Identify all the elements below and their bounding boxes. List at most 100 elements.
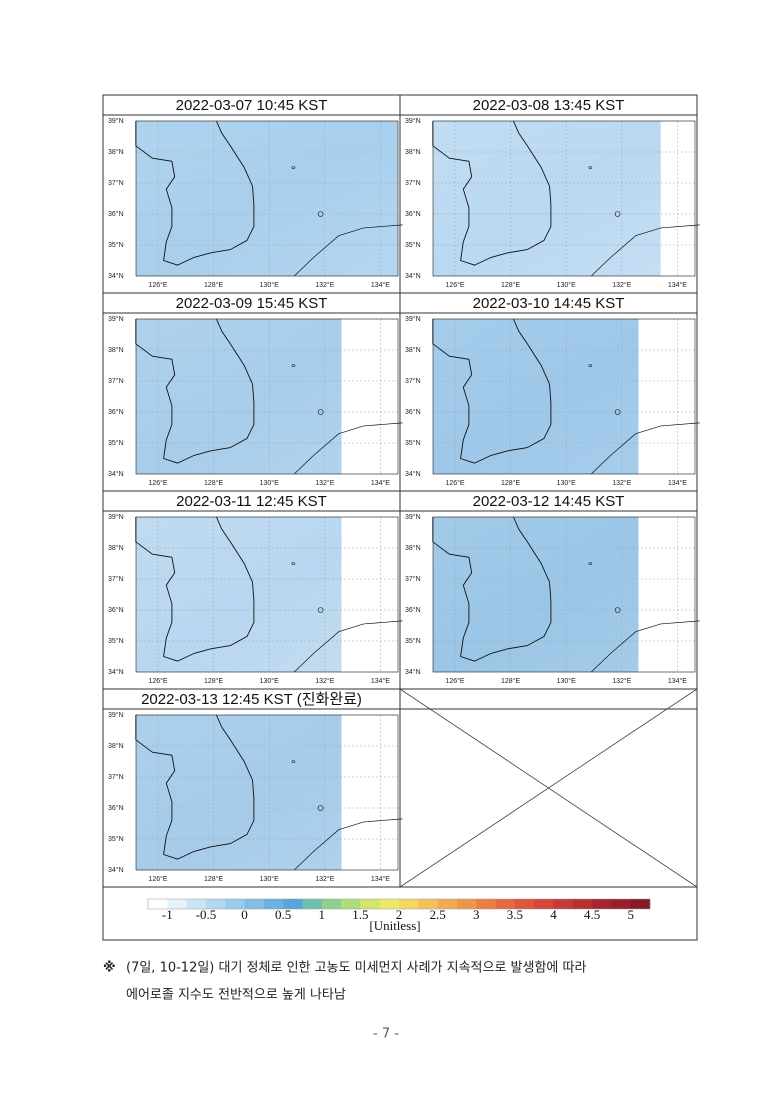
lon-label: 132°E	[612, 677, 631, 685]
colorbar-tick-label: -1	[162, 907, 173, 922]
lon-label: 130°E	[260, 677, 279, 685]
lat-label: 39°N	[108, 711, 124, 719]
lat-label: 34°N	[108, 866, 124, 874]
colorbar-tick-label: 4.5	[584, 907, 600, 922]
lon-label: 128°E	[204, 479, 223, 487]
colorbar-tick-label: 0.5	[275, 907, 291, 922]
colorbar-swatch	[572, 899, 593, 909]
lon-label: 132°E	[315, 875, 334, 883]
lat-label: 38°N	[405, 148, 421, 156]
colorbar-swatch	[263, 899, 284, 909]
lon-label: 128°E	[501, 281, 520, 289]
lat-label: 39°N	[405, 513, 421, 521]
colorbar-swatch	[495, 899, 516, 909]
island	[614, 211, 621, 217]
lat-label: 37°N	[405, 377, 421, 385]
lat-label: 38°N	[108, 148, 124, 156]
coastline-japan	[293, 422, 403, 475]
colorbar-tick-label: 0	[241, 907, 248, 922]
colorbar-swatch	[456, 899, 477, 909]
lat-label: 36°N	[405, 606, 421, 614]
colorbar-tick-label: 4	[550, 907, 557, 922]
colorbar-label: [Unitless]	[369, 918, 420, 933]
lat-label: 39°N	[405, 315, 421, 323]
lat-label: 36°N	[108, 408, 124, 416]
colorbar-swatch	[341, 899, 361, 909]
colorbar-swatch	[534, 899, 554, 909]
map-frame	[432, 120, 696, 277]
lat-label: 39°N	[108, 513, 124, 521]
panel-title: 2022-03-07 10:45 KST	[176, 97, 328, 114]
lon-label: 132°E	[315, 281, 334, 289]
lat-label: 37°N	[108, 773, 124, 781]
coastline-japan	[590, 422, 700, 475]
panel-title: 2022-03-08 13:45 KST	[473, 97, 625, 114]
lat-label: 36°N	[108, 210, 124, 218]
island	[588, 166, 593, 169]
lon-label: 130°E	[557, 677, 576, 685]
colorbar-swatch	[167, 899, 187, 909]
colorbar-swatch	[283, 899, 303, 909]
lon-label: 134°E	[371, 479, 390, 487]
island	[317, 805, 324, 811]
colorbar-swatch	[225, 899, 245, 909]
island	[291, 760, 296, 763]
colorbar-swatch	[476, 899, 496, 909]
coastline-japan	[293, 818, 403, 871]
coastline-japan	[293, 620, 403, 673]
lon-label: 126°E	[445, 677, 464, 685]
lon-label: 130°E	[260, 875, 279, 883]
lon-label: 134°E	[668, 479, 687, 487]
colorbar-swatch	[592, 899, 612, 909]
coastline	[432, 318, 552, 464]
coastline	[432, 120, 552, 266]
lon-label: 134°E	[371, 281, 390, 289]
colorbar-swatch	[379, 899, 400, 909]
panel-title: 2022-03-09 15:45 KST	[176, 295, 328, 312]
lat-label: 34°N	[405, 470, 421, 478]
panel-title: 2022-03-10 14:45 KST	[473, 295, 625, 312]
colorbar-swatch	[553, 899, 574, 909]
map-frame	[135, 714, 399, 871]
island	[291, 166, 296, 169]
colorbar-swatch	[630, 899, 651, 909]
island	[317, 211, 324, 217]
no-data-area	[660, 121, 695, 276]
note-line: (7일, 10-12일) 대기 정체로 인한 고농도 미세먼지 사례가 지속적으…	[126, 961, 586, 976]
lon-label: 126°E	[148, 281, 167, 289]
panel-title: 2022-03-11 12:45 KST	[176, 493, 327, 510]
lon-label: 132°E	[612, 281, 631, 289]
lon-label: 126°E	[445, 281, 464, 289]
lat-label: 39°N	[108, 117, 124, 125]
map-frame	[432, 318, 696, 475]
lat-label: 34°N	[108, 470, 124, 478]
lat-label: 36°N	[108, 606, 124, 614]
lat-label: 38°N	[108, 346, 124, 354]
colorbar-swatch	[514, 899, 535, 909]
island	[588, 364, 593, 367]
coastline-japan	[590, 224, 700, 277]
lat-label: 37°N	[405, 575, 421, 583]
lon-label: 126°E	[148, 677, 167, 685]
lat-label: 34°N	[108, 668, 124, 676]
lon-label: 128°E	[501, 677, 520, 685]
note-symbol: ※	[103, 961, 116, 976]
lon-label: 132°E	[612, 479, 631, 487]
lon-label: 128°E	[204, 875, 223, 883]
island	[291, 562, 296, 565]
lat-label: 36°N	[405, 408, 421, 416]
lon-label: 130°E	[260, 281, 279, 289]
lat-label: 35°N	[108, 835, 124, 843]
colorbar-swatch	[148, 899, 168, 909]
island	[291, 364, 296, 367]
lat-label: 38°N	[405, 346, 421, 354]
lon-label: 128°E	[204, 677, 223, 685]
map-frame	[135, 516, 399, 673]
lon-label: 130°E	[260, 479, 279, 487]
lat-label: 38°N	[108, 544, 124, 552]
lon-label: 134°E	[371, 875, 390, 883]
lat-label: 35°N	[108, 637, 124, 645]
lat-label: 37°N	[108, 575, 124, 583]
page-number: - 7 -	[373, 1027, 399, 1042]
